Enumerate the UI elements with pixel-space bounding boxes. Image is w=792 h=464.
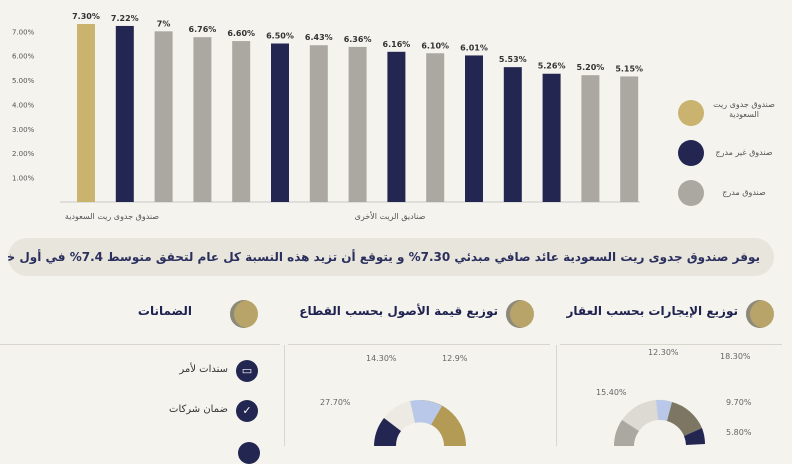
bar-value-label: 6.36% <box>344 35 372 44</box>
coin-icon <box>230 300 258 328</box>
legend-item-unlisted: صندوق غير مدرج <box>672 136 782 166</box>
rent-label-2: 18.30% <box>720 352 751 361</box>
asset-label-1: 14.30% <box>366 354 397 363</box>
bar-6 <box>271 43 289 202</box>
asset-label-2: 12.9% <box>442 354 468 363</box>
bar-chart-svg: 1.00% 2.00% 3.00% 4.00% 5.00% 6.00% 7.00% 7.30%… <box>12 12 643 221</box>
rent-donut <box>613 399 705 446</box>
rent-label-4: 9.70% <box>726 398 752 407</box>
rent-slice-blue <box>656 399 672 421</box>
legend-item-jadwa: صندوق جدوى ريت السعودية <box>672 96 782 126</box>
guarantee-item-corporate: ✓ ضمان شركات <box>138 400 258 424</box>
legend-swatch-navy <box>678 140 704 166</box>
panel-divider-left <box>284 345 285 446</box>
bar-value-label: 6.50% <box>266 32 294 41</box>
guarantees-panel-title: الضمانات <box>137 304 192 318</box>
yield-banner: يوفر صندوق جدوى ريت السعودية عائد صافي م… <box>8 238 774 276</box>
bar-10 <box>426 53 445 203</box>
bar-value-label: 5.20% <box>577 63 605 72</box>
bar-4 <box>193 37 212 203</box>
group-label: صناديق الريت الأخرى <box>355 211 426 221</box>
bar-value-label: 7.30% <box>72 12 100 21</box>
rent-panel-header: توزيع الإيجارات بحسب العقار <box>560 300 782 330</box>
coin-icon <box>746 300 774 328</box>
rent-slice-gray-1 <box>622 400 658 431</box>
bar-chart: 1.00% 2.00% 3.00% 4.00% 5.00% 6.00% 7.00% 7.30%… <box>12 12 782 221</box>
y-tick-label: 3.00% <box>12 126 35 134</box>
asset-panel-underline <box>288 344 550 345</box>
guarantees-panel-underline <box>0 344 280 345</box>
bar-value-label: 7% <box>157 19 171 28</box>
guarantee-item-promissory: ▭ سندات لأمر <box>138 360 258 384</box>
bar-14 <box>581 75 600 202</box>
bar-value-label: 5.53% <box>499 55 527 64</box>
bar-value-label: 6.43% <box>305 33 333 42</box>
rent-panel-title: توزيع الإيجارات بحسب العقار <box>566 304 738 318</box>
bar-9 <box>387 51 406 203</box>
bar-value-label: 6.10% <box>421 41 449 50</box>
legend-label-jadwa: صندوق جدوى ريت السعودية <box>713 100 775 119</box>
bar-5 <box>232 41 251 202</box>
rent-slice-gray-2 <box>613 420 639 446</box>
guarantees-panel: الضمانات ▭ سندات لأمر ✓ ضمان شركات <box>0 300 280 464</box>
y-tick-label: 2.00% <box>12 150 35 158</box>
rent-label-1: 12.30% <box>648 348 679 357</box>
asset-panel-title: توزيع قيمة الأصول بحسب القطاع <box>299 304 498 318</box>
asset-slice-navy <box>374 418 401 446</box>
bar-value-label: 6.01% <box>460 43 488 52</box>
bar-value-label: 7.22% <box>111 14 139 23</box>
bar-7 <box>309 45 328 202</box>
bar-value-label: 6.60% <box>227 29 255 38</box>
bar-value-label: 5.26% <box>538 62 566 71</box>
asset-slice-light <box>384 401 415 431</box>
legend-swatch-gray <box>678 180 704 206</box>
bar-11 <box>465 55 483 202</box>
legend-label-listed: صندوق مدرج <box>722 188 766 197</box>
legend-swatch-gold <box>678 100 704 126</box>
guarantee-label-promissory: سندات لأمر <box>179 364 228 375</box>
group-label: صندوق جدوى ريت السعودية <box>65 212 159 221</box>
check-badge-icon: ✓ <box>236 400 258 422</box>
bar-value-label: 6.76% <box>189 25 217 34</box>
guarantee-label-corporate: ضمان شركات <box>169 404 228 415</box>
bar-1 <box>77 24 95 202</box>
bar-value-label: 6.16% <box>383 40 411 49</box>
asset-donut <box>374 400 466 446</box>
coin-icon <box>506 300 534 328</box>
bar-8 <box>348 46 367 202</box>
y-tick-label: 5.00% <box>12 77 35 85</box>
bar-value-label: 5.15% <box>615 64 643 73</box>
y-tick-label: 6.00% <box>12 53 35 61</box>
bar-13 <box>542 73 561 202</box>
panel-divider-right <box>556 345 557 446</box>
y-tick-label: 1.00% <box>12 175 35 183</box>
asset-panel-header: توزيع قيمة الأصول بحسب القطاع <box>288 300 550 330</box>
guarantees-panel-header: الضمانات <box>0 300 280 330</box>
y-tick-label: 4.00% <box>12 101 35 109</box>
rent-panel-underline <box>560 344 782 345</box>
asset-label-3: 27.70% <box>320 398 351 407</box>
rent-slice-navy <box>684 428 705 445</box>
promissory-note-icon: ▭ <box>236 360 258 382</box>
y-tick-label: 7.00% <box>12 28 35 36</box>
asset-slice-blue <box>410 400 442 425</box>
rent-distribution-panel: توزيع الإيجارات بحسب العقار 12.30% 18.30… <box>560 300 782 446</box>
legend-label-unlisted: صندوق غير مدرج <box>715 148 773 157</box>
rent-label-3: 15.40% <box>596 388 627 397</box>
bar-2 <box>115 25 134 203</box>
legend-item-listed: صندوق مدرج <box>672 176 782 206</box>
bar-12 <box>503 67 522 202</box>
bar-15 <box>620 76 639 202</box>
rent-slice-khaki <box>667 402 702 436</box>
bar-3 <box>154 31 173 203</box>
rent-label-5: 5.80% <box>726 428 752 437</box>
partial-icon <box>238 442 260 464</box>
asset-distribution-panel: توزيع قيمة الأصول بحسب القطاع 14.30% 12.… <box>288 300 550 446</box>
